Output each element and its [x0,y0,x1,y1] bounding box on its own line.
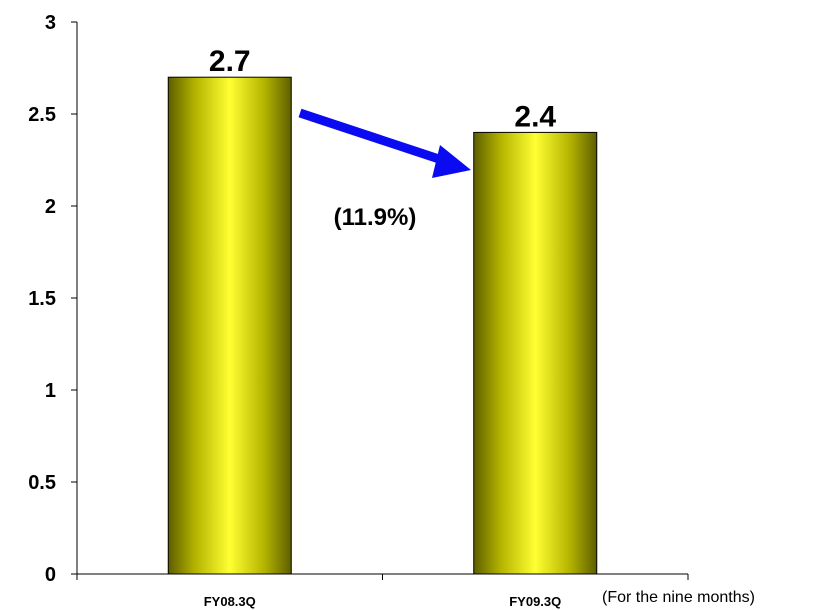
bars [167,76,598,575]
arrow-shaft [298,108,444,165]
category-label: FY09.3Q [509,594,561,609]
category-label: FY08.3Q [204,594,256,609]
y-tick-label: 1.5 [28,288,56,310]
data-label: 2.7 [209,45,251,78]
change-percent-label: (11.9%) [334,204,417,231]
y-tick-label: 0.5 [28,472,56,494]
y-tick-label: 1 [45,380,56,402]
change-arrow [298,108,471,178]
bar-fy08-3q [167,76,292,575]
x-axis [76,573,689,580]
arrow-head [432,145,471,178]
data-label: 2.4 [514,100,556,133]
period-note: (For the nine months) [602,589,755,606]
y-tick-label: 3 [45,12,56,34]
y-tick-label: 2 [45,196,56,218]
category-labels: FY08.3Q FY09.3Q [204,594,562,609]
bar-fy09-3q [473,131,598,575]
y-axis: 0 0.5 1 1.5 2 2.5 3 [28,12,78,586]
y-tick-label: 0 [45,564,56,586]
y-tick-label: 2.5 [28,104,56,126]
data-labels: 2.7 2.4 [209,45,557,133]
